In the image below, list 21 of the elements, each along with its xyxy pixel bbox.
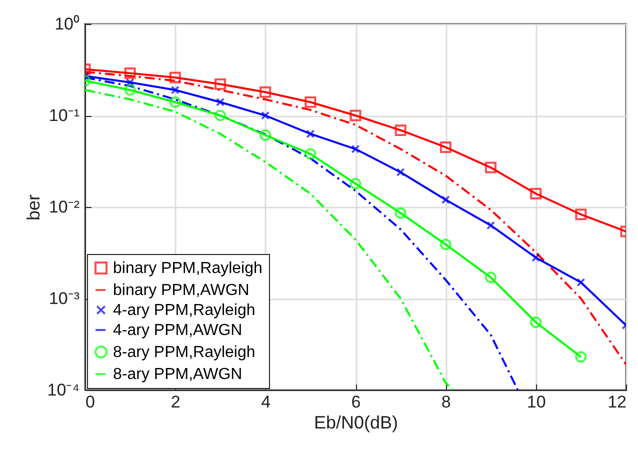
line-series	[85, 88, 454, 390]
legend-label: 8-ary PPM,AWGN	[113, 366, 242, 383]
x-tick-label: 12	[608, 392, 626, 412]
x-tick-label: 8	[441, 392, 451, 412]
y-tick-label: 10⁻²	[48, 198, 80, 216]
legend-label: 8-ary PPM,Rayleigh	[113, 344, 256, 361]
x-tick-label: 10	[526, 392, 546, 412]
y-axis-title: ber	[23, 194, 44, 221]
legend-label: 4-ary PPM,AWGN	[113, 322, 242, 339]
y-tick-label: 10⁻¹	[48, 106, 80, 125]
legend-label: binary PPM,AWGN	[113, 282, 250, 299]
y-tick-label: 10⁻⁴	[47, 380, 80, 400]
y-tick-label: 10⁻³	[48, 289, 80, 308]
x-axis-title: Eb/N0(dB)	[314, 412, 398, 432]
x-tick-label: 6	[351, 392, 361, 412]
x-tick-label: 2	[170, 392, 180, 412]
legend-label: binary PPM,Rayleigh	[113, 260, 262, 277]
y-tick-label: 10⁰	[54, 14, 80, 34]
x-tick-label: 4	[261, 392, 271, 412]
legend-label: 4-ary PPM,Rayleigh	[113, 302, 256, 319]
x-tick-label: 0	[86, 392, 95, 412]
